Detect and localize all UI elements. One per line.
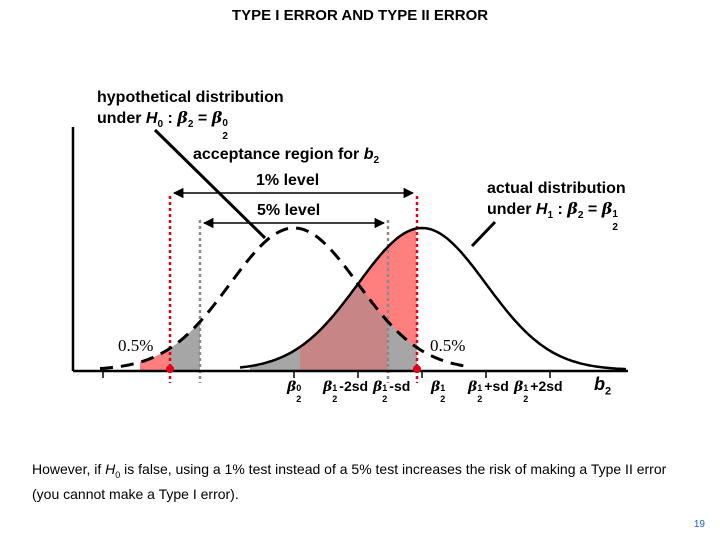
critical-dot-left: [166, 365, 174, 373]
tick-plus-sd: β 1 2 +sd: [468, 378, 509, 404]
h0-right-tail-5pct-region: [388, 321, 417, 370]
h0-callout-line: [153, 128, 267, 240]
h0-label: hypothetical distribution under H0 : β2 …: [97, 88, 284, 142]
left-tail-label: 0.5%: [118, 336, 154, 355]
h0-label-line1: hypothetical distribution: [97, 89, 284, 106]
h1-distribution-curve: [239, 226, 627, 371]
page-title: TYPE I ERROR AND TYPE II ERROR: [231, 7, 489, 24]
five-percent-level-label: 5% level: [257, 202, 321, 219]
h0-distribution-curve: [99, 226, 471, 371]
beta-symbol: β: [601, 199, 613, 218]
one-percent-level-label: 1% level: [256, 172, 320, 189]
overlap-region: [300, 283, 388, 370]
x-axis-ticks: [102, 371, 551, 378]
tick-minus-2sd: β 1 2 -2sd: [323, 378, 369, 404]
right-tail-label: 0.5%: [430, 336, 466, 355]
h1-callout-line: [470, 220, 497, 248]
tick-minus-sd: β 1 2 -sd: [373, 378, 411, 404]
tick-plus-2sd: β 1 2 +2sd: [514, 378, 563, 404]
beta-symbol: β: [211, 108, 223, 127]
page-number: 19: [693, 519, 705, 530]
acceptance-region-label: acceptance region for b2: [193, 146, 380, 167]
h0-left-tail-5pct-region: [170, 321, 200, 370]
explanation-note: However, if H0 is false, using a 1% test…: [32, 461, 667, 502]
beta-symbol: β: [567, 199, 578, 218]
beta-symbol: β: [177, 108, 188, 127]
h1-label-line1: actual distribution: [487, 180, 626, 197]
critical-dot-right: [413, 365, 421, 373]
x-axis-label: b2: [594, 374, 612, 398]
